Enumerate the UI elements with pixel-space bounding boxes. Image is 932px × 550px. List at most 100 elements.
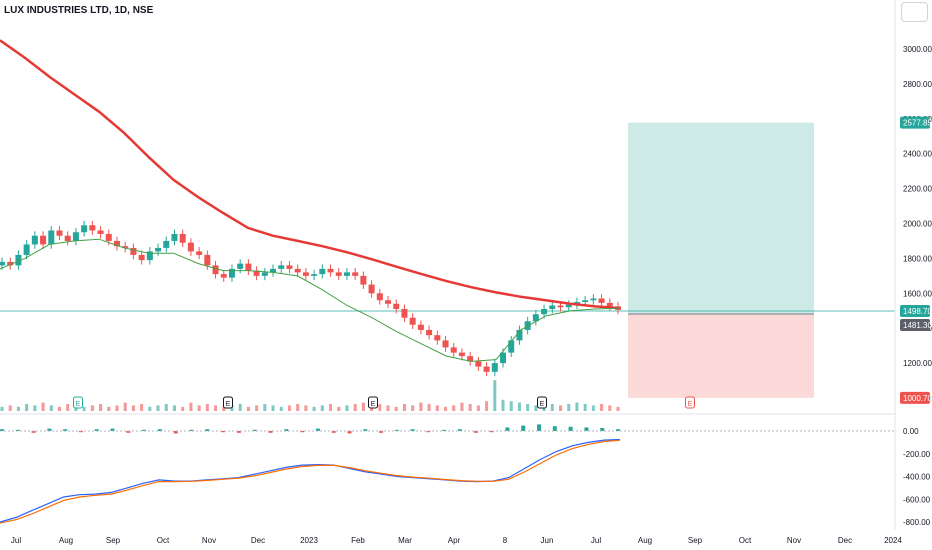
macd-histogram-bar — [15, 429, 20, 431]
macd-histogram-bar — [142, 429, 147, 431]
macd-histogram-bar — [31, 431, 36, 433]
price-label-box — [900, 304, 930, 317]
macd-histogram-bar — [0, 429, 4, 431]
volume-bar — [230, 405, 234, 411]
candle-body — [343, 272, 350, 276]
price-tick-label: 2000.00 — [903, 220, 932, 229]
macd-histogram-bar — [300, 431, 305, 433]
candle-body — [56, 230, 63, 236]
price-label-text: 2577.85 — [903, 119, 932, 128]
candle-body — [270, 268, 277, 273]
earnings-marker-label: E — [371, 401, 376, 408]
candle-body — [590, 298, 597, 301]
candle-body — [220, 274, 227, 278]
macd-histogram-bar — [315, 428, 320, 431]
volume-bar — [131, 405, 135, 411]
settings-button[interactable] — [901, 2, 928, 22]
volume-bar — [255, 405, 259, 411]
macd-tick-label: -800.00 — [903, 518, 931, 527]
macd-line — [0, 438, 621, 523]
earnings-marker-label: E — [688, 401, 693, 408]
macd-histogram-bar — [347, 431, 352, 434]
price-tick-label: 3000.00 — [903, 45, 932, 54]
ma-short-line — [0, 238, 621, 362]
price-tick-label: 1200.00 — [903, 359, 932, 368]
candle-body — [15, 254, 22, 266]
volume-bar — [600, 404, 604, 411]
candle-body — [434, 335, 441, 341]
volume-bar — [345, 405, 349, 411]
candle-body — [31, 235, 38, 245]
time-tick-label: Aug — [638, 536, 652, 545]
volume-bar — [140, 404, 144, 411]
time-tick-label: Oct — [739, 536, 752, 545]
volume-bar — [567, 404, 571, 411]
volume-bar — [164, 404, 168, 411]
candle-body — [582, 300, 589, 303]
time-tick-label: Jul — [11, 536, 21, 545]
volume-bar — [41, 402, 45, 411]
macd-tick-label: -600.00 — [903, 495, 931, 504]
volume-bar — [205, 404, 209, 411]
volume-bar — [0, 406, 4, 411]
macd-histogram-bar — [47, 428, 52, 431]
price-axis: 3000.002800.002600.002400.002200.002000.… — [903, 45, 932, 403]
candle-body — [204, 254, 211, 266]
candle-body — [48, 230, 55, 245]
candle-body — [89, 225, 96, 231]
price-label-text: 1481.30 — [903, 321, 932, 330]
candle-body — [541, 309, 548, 315]
earnings-marker — [223, 396, 233, 409]
candle-body — [491, 363, 498, 372]
volume-bar — [583, 404, 587, 411]
candle-body — [385, 300, 392, 304]
volume-bar — [575, 402, 579, 411]
time-tick-label: Jul — [591, 536, 601, 545]
volume-bar — [501, 399, 505, 411]
volume-bar — [435, 405, 439, 411]
candle-body — [130, 247, 137, 255]
candle-body — [393, 303, 400, 310]
candle-body — [113, 240, 120, 247]
time-tick-label: Sep — [106, 536, 121, 545]
candle-body — [97, 230, 104, 234]
volume-bar — [115, 405, 119, 411]
candle-body — [261, 272, 268, 276]
volume-bar — [329, 404, 333, 411]
volume-bar — [279, 406, 283, 411]
time-tick-label: Sep — [688, 536, 703, 545]
target-zone — [628, 122, 814, 315]
candle-body — [163, 240, 170, 248]
macd-histogram-bar — [189, 429, 194, 431]
volume-bar — [172, 405, 176, 411]
candle-body — [565, 304, 572, 308]
earnings-marker — [537, 396, 547, 409]
earnings-marker-label: E — [540, 401, 545, 408]
candle-body — [368, 284, 375, 294]
candle-body — [450, 347, 457, 353]
volume-bar — [107, 406, 111, 411]
candle-body — [228, 268, 235, 278]
candle-body — [64, 235, 71, 241]
time-tick-label: Oct — [157, 536, 170, 545]
volume-bar — [222, 406, 226, 411]
volume-bar — [378, 404, 382, 411]
candle-body — [483, 366, 490, 372]
candle-body — [138, 254, 145, 261]
volume-bar — [156, 405, 160, 411]
time-tick-label: 2024 — [884, 536, 902, 545]
macd-histogram — [0, 424, 620, 434]
macd-histogram-bar — [394, 429, 399, 431]
candle-body — [187, 242, 194, 252]
volume-bars — [0, 380, 620, 411]
candle-body — [171, 233, 178, 241]
macd-tick-label: -400.00 — [903, 473, 931, 482]
volume-bar — [402, 404, 406, 411]
macd-histogram-bar — [552, 426, 557, 431]
candle-body — [508, 340, 515, 353]
chart-title: LUX INDUSTRIES LTD, 1D, NSE — [4, 5, 154, 16]
volume-bar — [517, 402, 521, 411]
earnings-marker-label: E — [76, 401, 81, 408]
